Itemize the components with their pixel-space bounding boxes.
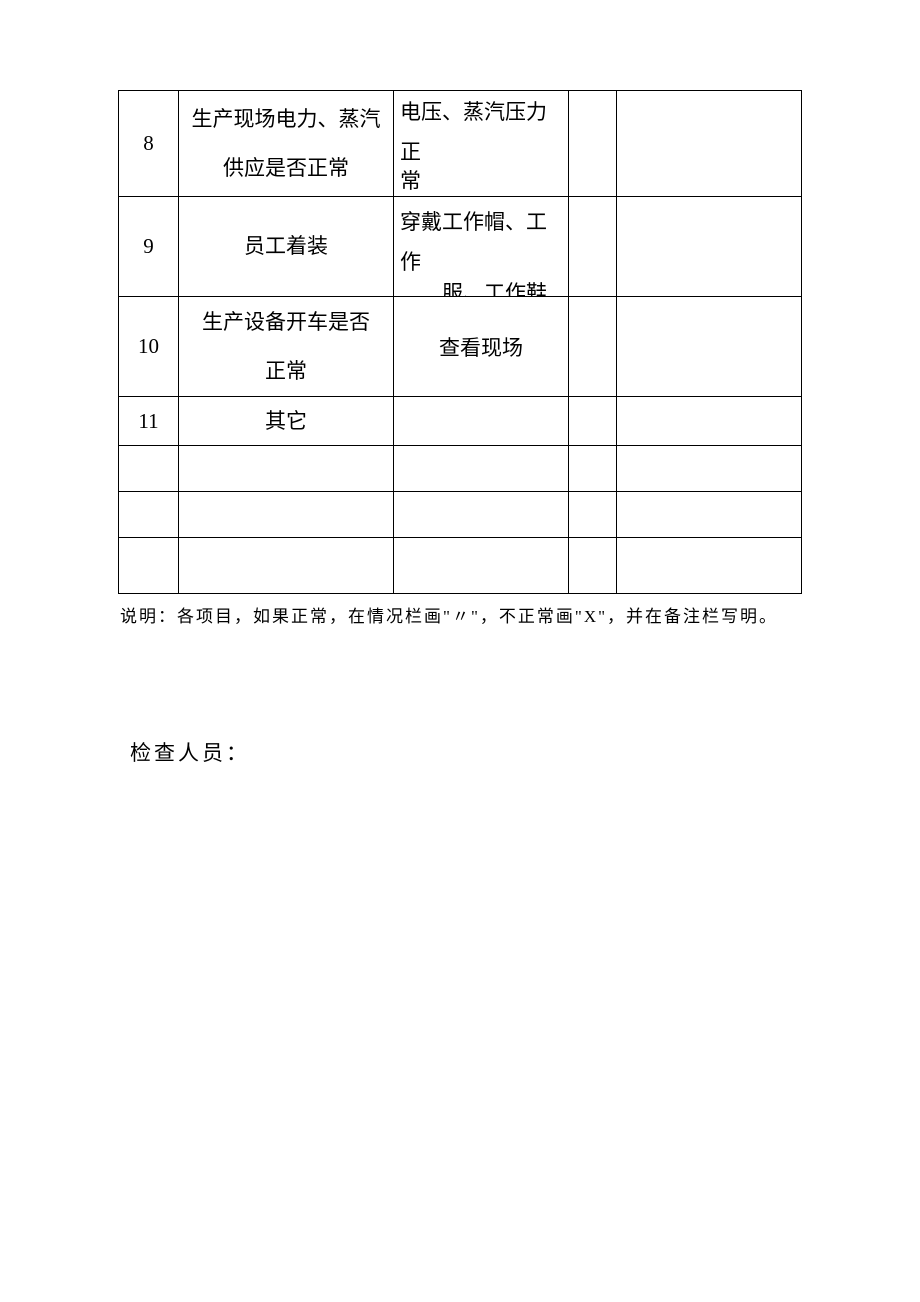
item-line1: 生产设备开车是否 (179, 298, 393, 346)
item-line1: 员工着装 (179, 222, 393, 270)
inspection-item: 其它 (179, 397, 394, 446)
standard-text: 服、工作鞋 (442, 274, 547, 296)
remark-cell (617, 538, 802, 594)
standard-text: 作 (400, 250, 421, 274)
status-cell (569, 446, 617, 492)
row-number: 8 (119, 91, 179, 197)
inspection-standard: 电压、蒸汽压力正 常 (394, 91, 569, 197)
inspector-label: 检查人员： (118, 737, 802, 767)
table-row-empty (119, 538, 802, 594)
row-number: 9 (119, 197, 179, 297)
remark-cell (617, 197, 802, 297)
remark-cell (617, 446, 802, 492)
row-number (119, 446, 179, 492)
item-line2: 正常 (179, 347, 393, 395)
inspection-table: 8 生产现场电力、蒸汽 供应是否正常 电压、蒸汽压力正 常 9 员工着装 穿戴工… (118, 90, 802, 594)
table-row-empty (119, 446, 802, 492)
table-row: 8 生产现场电力、蒸汽 供应是否正常 电压、蒸汽压力正 常 (119, 91, 802, 197)
standard-text: 常 (400, 162, 421, 196)
inspection-standard: 查看现场 (394, 297, 569, 397)
standard-text: 穿戴工作帽、工 (400, 210, 547, 234)
standard-text: 正 (400, 140, 421, 164)
table-row: 10 生产设备开车是否 正常 查看现场 (119, 297, 802, 397)
inspection-standard (394, 397, 569, 446)
inspection-standard (394, 538, 569, 594)
status-cell (569, 538, 617, 594)
status-cell (569, 297, 617, 397)
row-number: 10 (119, 297, 179, 397)
inspection-item (179, 446, 394, 492)
remark-cell (617, 397, 802, 446)
inspection-item (179, 492, 394, 538)
item-line1: 其它 (179, 397, 393, 445)
row-number (119, 492, 179, 538)
row-number: 11 (119, 397, 179, 446)
table-row: 9 员工着装 穿戴工作帽、工作 服、工作鞋 (119, 197, 802, 297)
status-cell (569, 91, 617, 197)
standard-text: 查看现场 (394, 297, 568, 396)
table-row: 11 其它 (119, 397, 802, 446)
status-cell (569, 197, 617, 297)
row-number (119, 538, 179, 594)
inspection-item: 生产现场电力、蒸汽 供应是否正常 (179, 91, 394, 197)
inspection-standard: 穿戴工作帽、工作 服、工作鞋 (394, 197, 569, 297)
inspection-standard (394, 446, 569, 492)
remark-cell (617, 492, 802, 538)
remark-cell (617, 91, 802, 197)
inspection-item: 员工着装 (179, 197, 394, 297)
status-cell (569, 397, 617, 446)
inspection-item: 生产设备开车是否 正常 (179, 297, 394, 397)
standard-text: 电压、蒸汽压力 (400, 100, 547, 124)
status-cell (569, 492, 617, 538)
table-row-empty (119, 492, 802, 538)
item-line2: 供应是否正常 (179, 144, 393, 192)
inspection-item (179, 538, 394, 594)
note-text: 说明：各项目，如果正常，在情况栏画"〃"，不正常画"X"，并在备注栏写明。 (118, 602, 802, 627)
remark-cell (617, 297, 802, 397)
inspection-standard (394, 492, 569, 538)
item-line1: 生产现场电力、蒸汽 (179, 95, 393, 143)
